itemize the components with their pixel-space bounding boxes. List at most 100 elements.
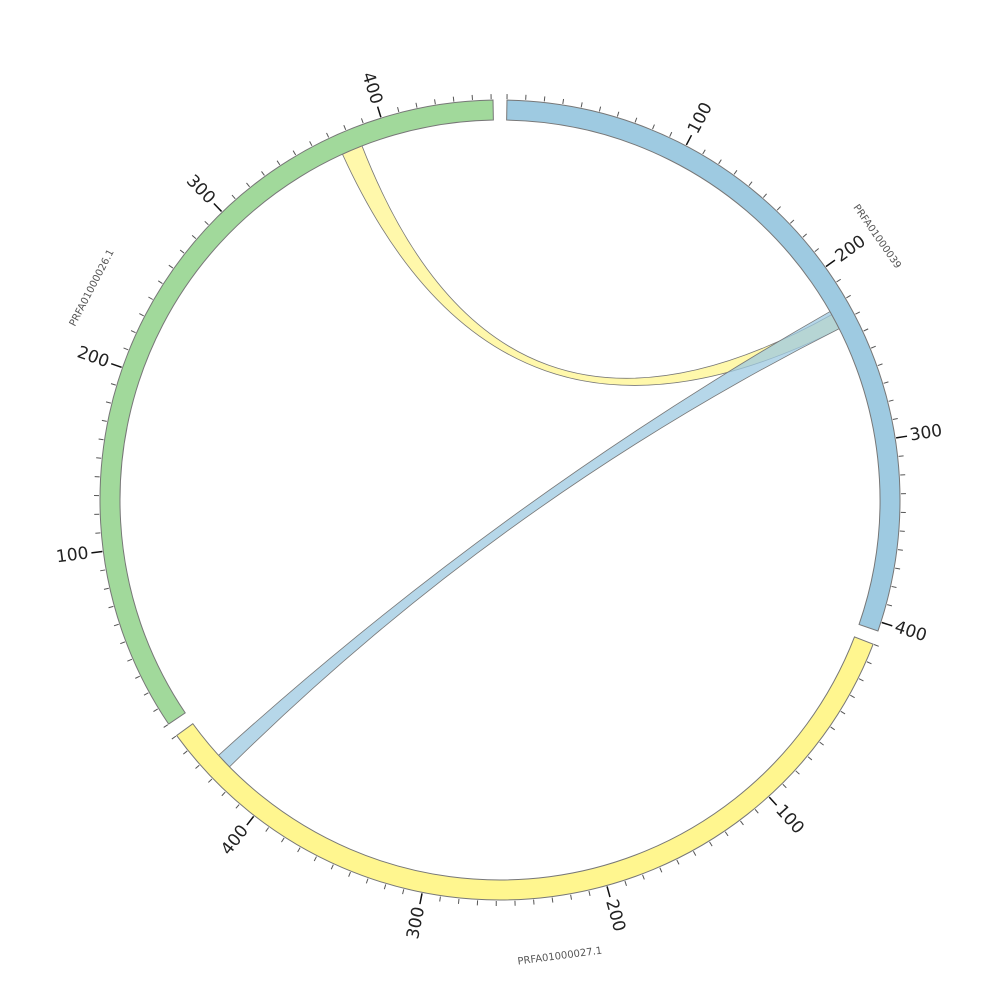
minor-tick [563,99,564,104]
minor-tick [589,891,590,896]
minor-tick [693,851,695,855]
minor-tick [208,779,212,782]
major-tick [420,893,422,904]
minor-tick [884,382,889,383]
minor-tick [796,771,800,774]
minor-tick [96,458,101,459]
tick-label: 100 [684,99,717,137]
minor-tick [889,400,894,401]
minor-tick [158,281,162,284]
minor-tick [887,605,892,606]
minor-tick [892,586,897,587]
tick-label: 300 [403,905,429,941]
minor-tick [349,872,351,877]
minor-tick [740,821,743,825]
tick-label: 100 [771,801,808,838]
tick-label: 200 [832,231,870,266]
minor-tick [440,897,441,902]
minor-tick [783,784,787,788]
minor-tick [719,160,722,164]
major-tick [111,364,121,368]
minor-tick [205,221,209,224]
minor-tick [180,250,184,253]
minor-tick [236,805,239,809]
tick-label: 400 [357,70,386,107]
minor-tick [169,265,173,268]
minor-tick [837,279,841,282]
major-tick [896,436,907,438]
minor-tick [893,419,898,420]
minor-tick [552,898,553,903]
major-tick [607,886,610,897]
segment-arc [507,100,900,631]
minor-tick [398,107,399,112]
minor-tick [670,132,672,137]
minor-tick [164,725,168,728]
major-tick [686,135,691,145]
major-tick [91,551,102,552]
minor-tick [120,642,125,644]
minor-tick [625,881,627,886]
minor-tick [331,865,333,870]
minor-tick [864,329,869,331]
minor-tick [327,133,329,138]
minor-tick [172,736,176,739]
minor-tick [222,792,225,796]
minor-tick [196,765,200,768]
minor-tick [131,331,136,333]
minor-tick [139,314,143,316]
minor-tick [114,624,119,626]
segment-label: PRFA01000026.1 [68,248,117,329]
segment-arc [177,637,873,900]
minor-tick [763,194,766,198]
minor-tick [895,568,900,569]
minor-tick [815,249,819,252]
minor-tick [453,97,454,102]
tick-label: 200 [601,897,629,934]
minor-tick [416,103,417,108]
minor-tick [831,727,835,730]
minor-tick [384,884,385,889]
minor-tick [298,848,300,852]
tick-label: 300 [908,421,943,446]
minor-tick [599,107,600,112]
tick-label: 300 [182,171,219,208]
minor-tick [777,207,780,211]
minor-tick [293,151,296,155]
minor-tick [820,742,824,745]
segment-arc [100,100,493,724]
minor-tick [144,693,148,695]
minor-tick [871,346,876,348]
tick-label: 400 [892,617,929,646]
minor-tick [749,182,752,186]
minor-tick [277,161,280,165]
major-tick [378,107,381,118]
minor-tick [867,662,872,664]
minor-tick [859,679,863,681]
minor-tick [127,659,132,661]
minor-tick [314,857,316,861]
minor-tick [734,170,737,174]
major-tick [247,816,254,825]
minor-tick [617,112,618,117]
minor-tick [246,183,249,187]
minor-tick [366,879,368,884]
minor-tick [653,125,655,130]
minor-tick [660,868,662,873]
minor-tick [266,828,269,832]
minor-tick [850,695,854,697]
minor-tick [755,809,758,813]
minor-tick [100,570,105,571]
major-tick [769,797,776,805]
minor-tick [677,860,679,864]
minor-tick [102,420,107,421]
minor-tick [281,838,284,842]
minor-tick [544,96,545,101]
major-tick [214,204,222,212]
minor-tick [458,899,459,904]
minor-tick [808,757,812,760]
minor-tick [262,171,265,175]
minor-tick [99,439,104,440]
minor-tick [803,234,807,237]
